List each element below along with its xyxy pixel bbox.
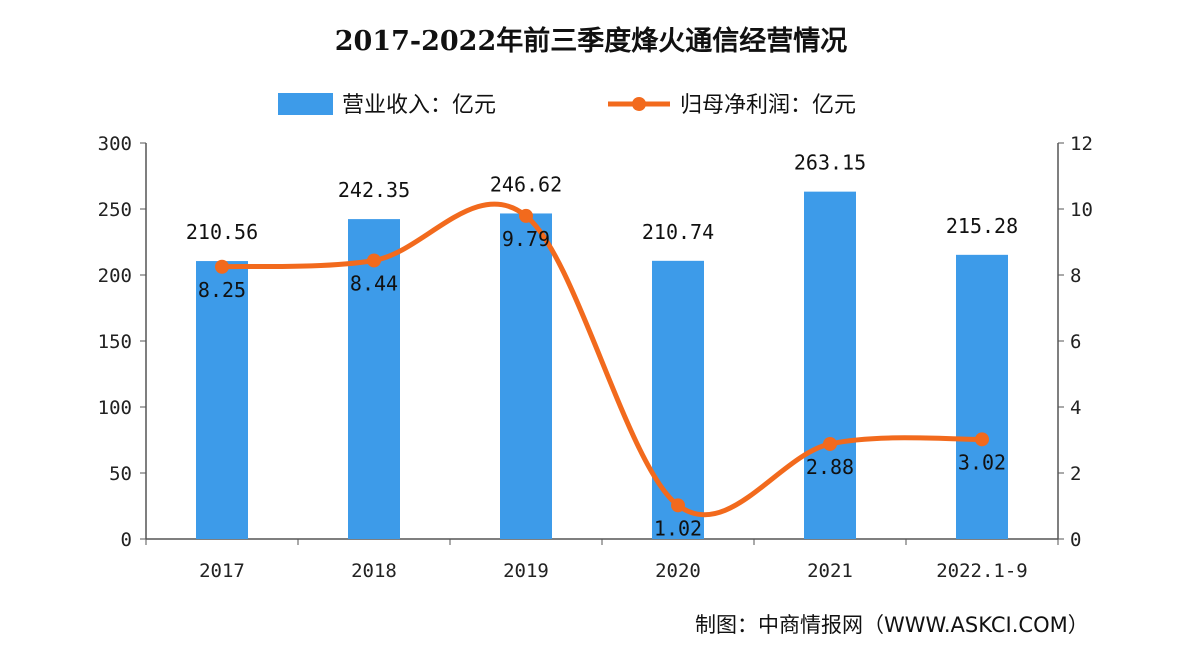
- bar-data-label: 242.35: [338, 178, 410, 202]
- bar-data-label: 210.74: [642, 220, 714, 244]
- x-tick-label: 2018: [351, 560, 397, 582]
- line-data-label: 1.02: [654, 516, 702, 540]
- profit-point-2021: [823, 436, 837, 451]
- profit-line: [221, 201, 983, 518]
- profit-point-2017: [215, 259, 229, 274]
- legend-line-label: 归母净利润：亿元: [680, 93, 856, 118]
- bar-2017: [196, 261, 248, 539]
- bar-2018: [348, 219, 400, 539]
- right-tick-label: 6: [1070, 331, 1081, 353]
- x-tick-label: 2022.1-9: [936, 560, 1028, 582]
- right-tick-label: 2: [1070, 463, 1081, 485]
- profit-point-2018: [367, 253, 381, 268]
- right-tick-label: 12: [1070, 133, 1093, 155]
- bar-2019: [500, 213, 552, 539]
- left-tick-label: 300: [98, 133, 132, 155]
- x-tick-label: 2017: [199, 560, 245, 582]
- left-tick-label: 0: [121, 529, 132, 551]
- x-tick-label: 2021: [807, 560, 853, 582]
- line-data-label: 8.25: [198, 278, 246, 302]
- bar-data-label: 246.62: [490, 172, 562, 196]
- profit-point-2019: [519, 208, 533, 223]
- left-tick-label: 200: [98, 265, 132, 287]
- profit-point-2020: [671, 498, 685, 513]
- bar-2022.1-9: [956, 254, 1008, 540]
- legend-bar-label: 营业收入：亿元: [342, 93, 496, 118]
- chart-title: 2017-2022年前三季度烽火通信经营情况: [335, 25, 848, 57]
- right-tick-label: 10: [1070, 199, 1093, 221]
- profit-point-2022.1-9: [975, 432, 989, 447]
- line-data-label: 2.88: [806, 455, 854, 479]
- right-tick-label: 0: [1070, 529, 1081, 551]
- line-data-label: 3.02: [958, 450, 1006, 474]
- bar-data-label: 215.28: [946, 214, 1018, 238]
- line-data-label: 8.44: [350, 271, 398, 295]
- x-tick-label: 2020: [655, 560, 701, 582]
- left-tick-label: 50: [109, 463, 132, 485]
- left-tick-label: 150: [98, 331, 132, 353]
- right-tick-label: 8: [1070, 265, 1081, 287]
- legend-line-marker: [632, 97, 646, 111]
- left-tick-label: 100: [98, 397, 132, 419]
- left-tick-label: 250: [98, 199, 132, 221]
- line-data-label: 9.79: [502, 227, 550, 251]
- bar-data-label: 210.56: [186, 220, 258, 244]
- source-note: 制图：中商情报网（WWW.ASKCI.COM）: [695, 613, 1089, 637]
- bar-2020: [652, 260, 704, 539]
- legend-bar-swatch: [278, 93, 333, 115]
- x-tick-label: 2019: [503, 560, 549, 582]
- bar-2021: [804, 191, 856, 539]
- bar-data-label: 263.15: [794, 151, 866, 175]
- right-tick-label: 4: [1070, 397, 1081, 419]
